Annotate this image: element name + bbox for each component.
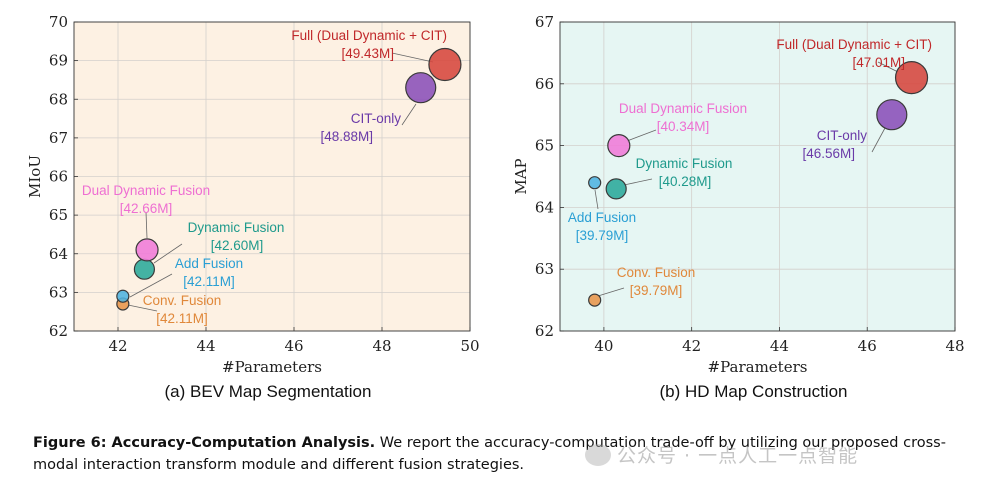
point-params-cit-only: [46.56M] [802,146,855,161]
point-params-dual-dynamic-fusion: [42.66M] [120,201,173,216]
data-point-conv-fusion [588,293,602,307]
data-point-add-fusion [116,289,130,303]
point-label-full-dual-dynamic-cit: Full (Dual Dynamic + CIT) [291,28,447,43]
leader-line-add-fusion [594,189,599,210]
x-tick-label: 42 [108,337,127,355]
y-tick-label: 63 [535,260,554,278]
leader-line-cit-only [401,103,417,126]
data-point-cit-only [405,72,437,104]
chart-subtitle: (b) HD Map Construction [659,382,847,401]
x-axis-label: #Parameters [708,358,808,376]
point-label-cit-only: CIT-only [351,111,402,126]
point-params-conv-fusion: [42.11M] [156,311,208,326]
leader-line-dynamic-fusion [623,178,653,186]
leader-line-add-fusion [129,273,173,298]
chart-subtitle: (a) BEV Map Segmentation [165,382,372,401]
point-label-full-dual-dynamic-cit: Full (Dual Dynamic + CIT) [776,37,932,52]
y-axis-label: MAP [512,158,530,194]
y-tick-label: 64 [49,245,68,263]
y-tick-label: 65 [49,206,68,224]
caption-label: Figure 6: Accuracy-Computation Analysis. [33,435,376,451]
y-tick-label: 66 [49,168,68,186]
leader-line-conv-fusion [127,304,158,312]
point-params-conv-fusion: [39.79M] [630,283,683,298]
point-label-add-fusion: Add Fusion [568,210,636,225]
x-tick-label: 50 [460,337,479,355]
leader-line-full-dual-dynamic-cit [391,52,434,63]
wechat-icon [585,444,611,466]
y-tick-label: 65 [535,137,554,155]
x-tick-label: 42 [682,337,701,355]
chart-hd-map-construction: 40 42 44 46 48 62 63 64 65 66 67 #Parameters MAP (b) … [512,13,965,401]
y-tick-label: 62 [49,322,68,340]
point-params-add-fusion: [42.11M] [183,274,235,289]
x-tick-label: 48 [945,337,964,355]
caption-text: We report the accuracy-computation trade… [33,435,946,473]
leader-line-dual-dynamic-fusion [626,129,657,142]
data-point-cit-only [876,99,908,131]
y-tick-label: 69 [49,52,68,70]
leader-line-conv-fusion [597,287,625,297]
figure-canvas: 42 44 46 48 50 62 63 64 65 66 67 68 69 70 #Parameters M… [26,13,965,401]
plot-background [560,22,955,331]
y-axis-label: MIoU [26,155,44,198]
point-params-dual-dynamic-fusion: [40.34M] [657,119,710,134]
point-params-dynamic-fusion: [40.28M] [659,174,712,189]
x-tick-label: 44 [770,337,789,355]
y-tick-label: 68 [49,90,68,108]
figure-caption: Figure 6: Accuracy-Computation Analysis.… [33,432,968,476]
point-label-dynamic-fusion: Dynamic Fusion [636,156,733,171]
x-tick-label: 40 [594,337,613,355]
data-point-dynamic-fusion [133,258,155,280]
x-tick-label: 46 [284,337,303,355]
point-label-dynamic-fusion: Dynamic Fusion [188,220,285,235]
x-tick-label: 44 [196,337,215,355]
x-tick-label: 48 [372,337,391,355]
point-label-dual-dynamic-fusion: Dual Dynamic Fusion [619,101,747,116]
leader-line-full-dual-dynamic-cit [877,61,899,73]
y-tick-label: 67 [49,129,68,147]
x-tick-label: 46 [858,337,877,355]
y-tick-label: 66 [535,75,554,93]
leader-line-dual-dynamic-fusion [145,211,148,239]
data-point-full-dual-dynamic-cit [428,47,462,82]
y-tick-label: 63 [49,283,68,301]
watermark: 公众号 · 一点人工一点智能 [585,441,858,468]
point-label-cit-only: CIT-only [817,128,868,143]
point-params-full-dual-dynamic-cit: [49.43M] [341,46,394,61]
watermark-text: 公众号 · 一点人工一点智能 [617,445,859,467]
point-params-cit-only: [48.88M] [320,129,373,144]
point-label-conv-fusion: Conv. Fusion [617,265,696,280]
y-tick-label: 62 [535,322,554,340]
point-label-conv-fusion: Conv. Fusion [143,293,222,308]
y-tick-label: 67 [535,13,554,31]
point-params-full-dual-dynamic-cit: [47.01M] [852,55,905,70]
data-point-dynamic-fusion [605,178,627,200]
leader-line-dynamic-fusion [153,243,183,264]
data-point-add-fusion [588,176,602,190]
y-tick-label: 64 [535,198,554,216]
point-params-dynamic-fusion: [42.60M] [211,238,264,253]
leader-line-cit-only [871,127,886,153]
plot-frame [559,21,956,332]
data-point-dual-dynamic-fusion [135,238,159,262]
chart-bev-map-segmentation: 42 44 46 48 50 62 63 64 65 66 67 68 69 70 #Parameters M… [26,13,480,401]
x-axis-label: #Parameters [222,358,322,376]
data-point-dual-dynamic-fusion [607,134,631,158]
plot-frame [73,21,471,332]
point-params-add-fusion: [39.79M] [576,228,629,243]
y-tick-label: 70 [49,13,68,31]
data-point-full-dual-dynamic-cit [894,61,929,95]
point-label-add-fusion: Add Fusion [175,256,243,271]
point-label-dual-dynamic-fusion: Dual Dynamic Fusion [82,183,210,198]
